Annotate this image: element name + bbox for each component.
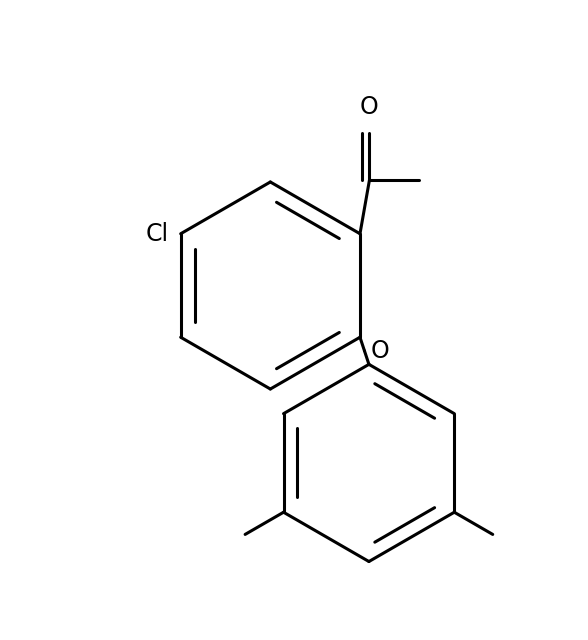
Text: O: O	[371, 339, 390, 363]
Text: Cl: Cl	[146, 221, 169, 246]
Text: O: O	[360, 95, 379, 119]
